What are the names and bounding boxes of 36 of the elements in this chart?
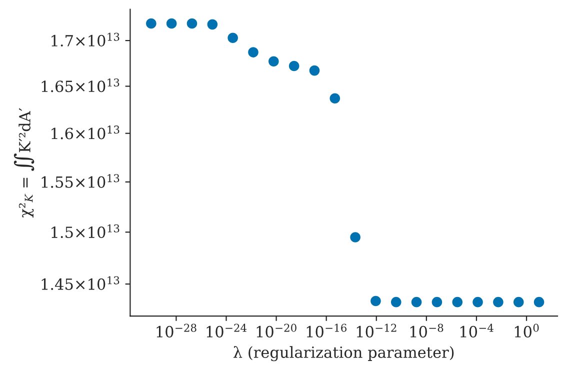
point: [452, 296, 463, 308]
y-tick-label: 1.45×10$^{13}$: [42, 276, 120, 290]
x-tick-label: 10$^{−8}$: [410, 324, 444, 338]
point: [411, 296, 422, 308]
y-tick-label: 1.5×10$^{13}$: [52, 224, 120, 238]
y-tick-label: 1.65×10$^{13}$: [42, 78, 120, 92]
x-tick-label: 10$^{−12}$: [356, 324, 396, 338]
x-tick-label: 10$^{−16}$: [306, 324, 346, 338]
y-tick-label: 1.55×10$^{13}$: [42, 174, 120, 188]
y-axis-title: χ²$_{K}$ = ∬K′²dA′: [14, 108, 34, 218]
point: [432, 296, 442, 308]
x-tick-label: 10$^{0}$: [514, 324, 539, 338]
point: [146, 18, 156, 29]
point: [534, 296, 544, 308]
x-tick-label: 10$^{−24}$: [206, 324, 247, 338]
point: [309, 65, 320, 76]
point: [248, 47, 258, 58]
point: [330, 93, 340, 104]
x-tick-label: 10$^{−4}$: [460, 324, 494, 338]
x-tick-label: 10$^{−28}$: [156, 324, 196, 338]
point: [288, 60, 300, 72]
point: [268, 56, 279, 67]
y-tick-label: 1.7×10$^{13}$: [52, 32, 120, 46]
point: [513, 296, 524, 308]
x-tick-label: 10$^{−20}$: [256, 324, 296, 338]
point: [472, 296, 483, 308]
point: [350, 232, 360, 242]
point: [228, 32, 238, 43]
y-tick-label: 1.6×10$^{13}$: [52, 126, 120, 140]
point: [390, 296, 402, 308]
point: [493, 296, 504, 308]
point: [186, 18, 198, 29]
point: [207, 19, 218, 30]
point: [370, 296, 381, 306]
x-axis-title: λ (regularization parameter): [233, 346, 454, 362]
point: [166, 18, 177, 29]
